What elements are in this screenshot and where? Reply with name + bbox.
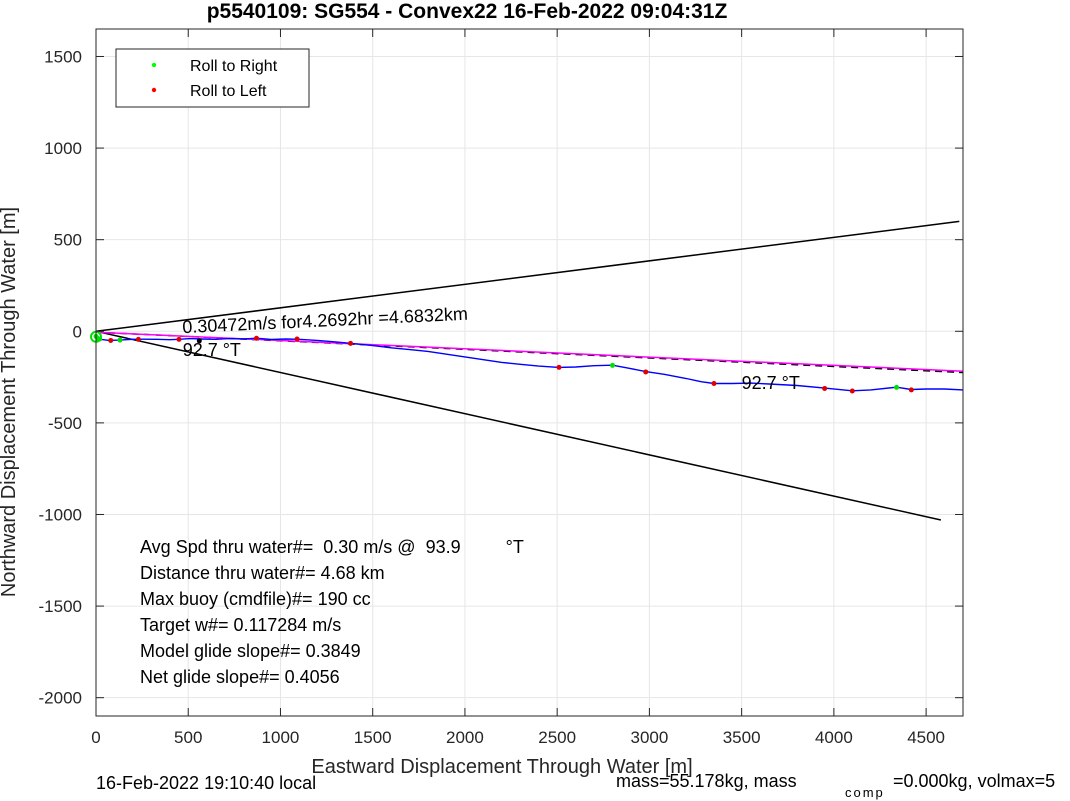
plot-frame (95, 28, 964, 717)
footer-mass-comp-sub: comp (845, 785, 885, 800)
legend: Roll to Right Roll to Left (115, 48, 310, 108)
track-line (95, 334, 964, 392)
stat-net-glide: Net glide slope#= 0.4056 (140, 667, 340, 687)
cone-line-upper (95, 220, 960, 333)
stat-distance: Distance thru water#= 4.68 km (140, 563, 385, 583)
x-tick-label: 1500 (354, 728, 392, 747)
y-tick-label: 0 (73, 322, 82, 341)
y-axis-ticks: 1500 1000 500 0 -500 -1000 -1500 -2000 (39, 47, 963, 708)
annotation-2: 92.7 °T (742, 373, 800, 393)
x-tick-label: 4500 (907, 728, 945, 747)
roll-left-point (135, 336, 141, 342)
grid-lines (95, 29, 963, 716)
legend-marker-roll-left (151, 87, 157, 93)
track-lines (95, 334, 964, 392)
legend-marker-roll-right (151, 62, 157, 68)
x-tick-label: 2000 (446, 728, 484, 747)
footer-mass-tail: =0.000kg, volmax=5 (893, 771, 1055, 791)
x-tick-label: 4000 (815, 728, 853, 747)
y-tick-label: -1000 (39, 505, 82, 524)
x-tick-label: 2500 (538, 728, 576, 747)
stat-max-buoy: Max buoy (cmdfile)#= 190 cc (140, 589, 371, 609)
x-tick-label: 3000 (630, 728, 668, 747)
plot-area (96, 29, 963, 716)
y-tick-label: -500 (48, 414, 82, 433)
roll-left-point (253, 335, 259, 341)
roll-right-point (117, 337, 123, 343)
roll-left-point (176, 336, 182, 342)
heading-cone (95, 220, 960, 521)
roll-left-point (711, 380, 717, 386)
roll-left-point (108, 337, 114, 343)
roll-left-point (348, 340, 354, 346)
stat-avg-speed: Avg Spd thru water#= 0.30 m/s @ 93.9 °T (140, 537, 524, 557)
chart-title: p5540109: SG554 - Convex22 16-Feb-2022 0… (207, 0, 728, 23)
roll-points (90, 330, 914, 394)
legend-label-roll-right: Roll to Right (190, 58, 278, 75)
legend-label-roll-left: Roll to Left (190, 83, 267, 100)
x-tick-label: 500 (174, 728, 202, 747)
y-tick-label: -1500 (39, 597, 82, 616)
x-tick-label: 0 (91, 728, 100, 747)
x-axis-label: Eastward Displacement Through Water [m] (311, 756, 692, 778)
roll-right-point (610, 362, 616, 368)
y-tick-label: 500 (54, 231, 82, 250)
cone-line-lower (95, 330, 942, 521)
y-tick-label: 1500 (44, 47, 82, 66)
roll-left-point (556, 364, 562, 370)
x-axis-ticks: 0 500 1000 1500 2000 2500 3000 3500 4000 4500 (91, 29, 945, 747)
roll-left-point (294, 336, 300, 342)
marker-point (196, 338, 202, 344)
roll-left-point (908, 387, 914, 393)
x-tick-label: 1000 (262, 728, 300, 747)
y-tick-label: 1000 (44, 139, 82, 158)
x-tick-label: 3500 (723, 728, 761, 747)
stats-block: Avg Spd thru water#= 0.30 m/s @ 93.9 °T … (140, 537, 524, 687)
y-tick-label: -2000 (39, 689, 82, 708)
roll-right-point (894, 384, 900, 390)
roll-left-point (849, 388, 855, 394)
y-axis-label: Northward Displacement Through Water [m] (0, 207, 20, 597)
stat-target-w: Target w#= 0.117284 m/s (140, 615, 341, 635)
annotation-1: 92.7 °T (183, 340, 241, 360)
roll-left-point (822, 385, 828, 391)
stat-model-glide: Model glide slope#= 0.3849 (140, 641, 361, 661)
footer-mass: mass=55.178kg, mass (616, 771, 797, 791)
roll-left-point (643, 369, 649, 375)
footer-local-time: 16-Feb-2022 19:10:40 local (96, 773, 316, 793)
